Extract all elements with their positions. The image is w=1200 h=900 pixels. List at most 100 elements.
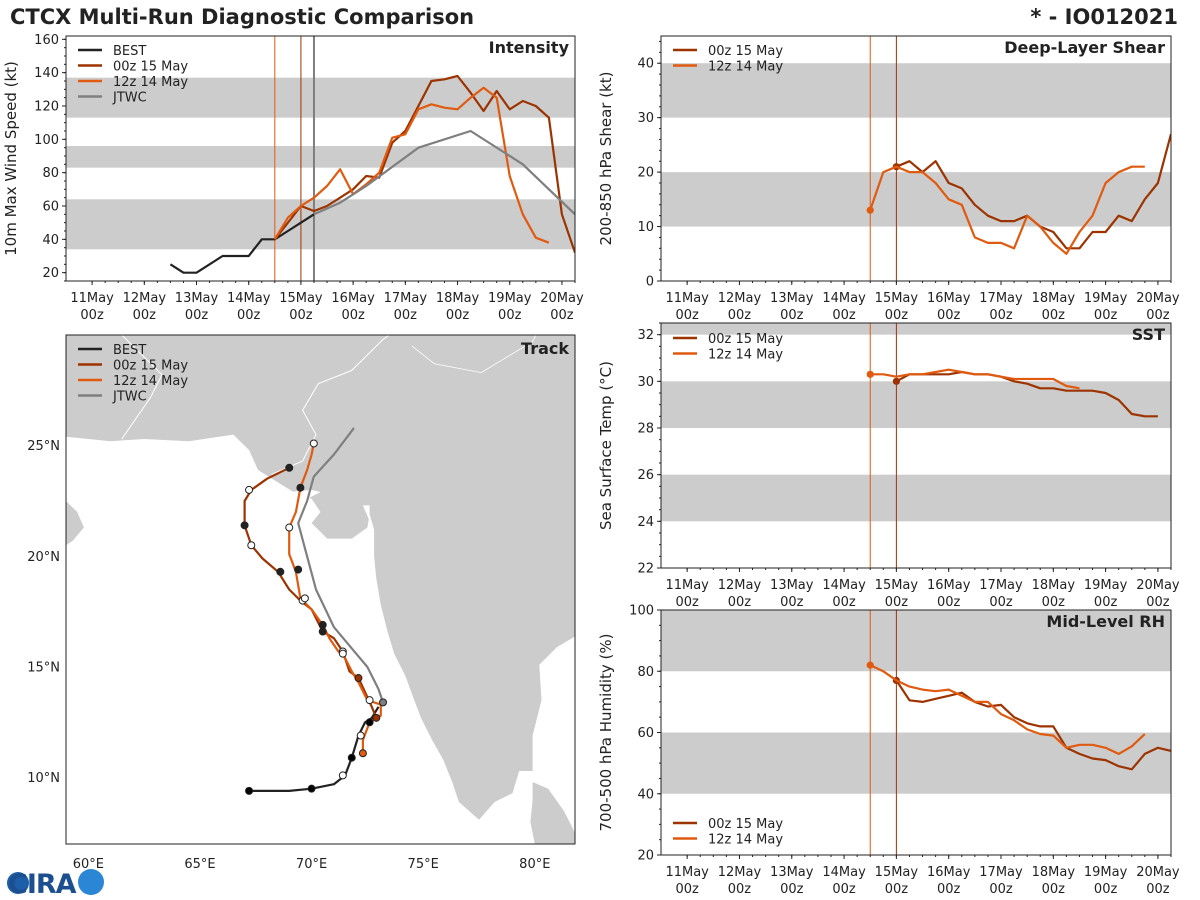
- sst-start-marker-12z-14-may: [866, 370, 874, 378]
- intensity-xtick-hour: 00z: [289, 308, 313, 323]
- intensity-xtick-day: 14May: [227, 291, 271, 306]
- sst-xtick-day: 16May: [927, 578, 971, 593]
- track-marker-12z-14-may: [300, 594, 309, 603]
- track-marker-00z-15-may: [245, 485, 254, 494]
- rh-ytick-label: 20: [637, 849, 654, 864]
- track-lon-label: 70°E: [296, 857, 327, 872]
- gulf-of-khambhat: [362, 505, 370, 521]
- shear-frame: [660, 35, 1172, 282]
- rh-xtick-hour: 00z: [675, 882, 699, 897]
- sst-ytick-label: 28: [637, 422, 654, 437]
- intensity-legend-label-12z-14-may: 12z 14 May: [113, 75, 188, 90]
- track-marker-12z-14-may: [365, 696, 374, 705]
- shear-xtick-day: 15May: [875, 291, 919, 306]
- sst-ytick-label: 32: [637, 328, 654, 343]
- intensity-xtick-day: 17May: [384, 291, 428, 306]
- sst-xtick-hour: 00z: [989, 595, 1013, 610]
- track-marker-00z-15-may: [318, 627, 327, 636]
- rh-ytick-label: 100: [629, 604, 654, 619]
- rh-xtick-hour: 00z: [1094, 882, 1118, 897]
- rh-xtick-hour: 00z: [937, 882, 961, 897]
- shear-xtick-hour: 00z: [1094, 308, 1118, 323]
- sst-legend-label-00z-15-may: 00z 15 May: [708, 332, 783, 347]
- intensity-frame: [65, 35, 576, 282]
- track-marker-00z-15-may: [372, 713, 381, 722]
- track-lat-label: 25°N: [27, 439, 60, 454]
- shear-xtick-hour: 00z: [728, 308, 752, 323]
- intensity-xtick-day: 15May: [279, 291, 323, 306]
- panel-track: 60°E 65°E 70°E 75°E 80°E 10°N 15°N 20°N 25°N Trac…: [27, 334, 576, 872]
- sst-legend-label-12z-14-may: 12z 14 May: [708, 348, 783, 363]
- intensity-ytick-label: 40: [42, 233, 59, 248]
- intensity-band: [66, 77, 575, 118]
- cira-logo: CIRA: [7, 869, 104, 900]
- shear-xtick-day: 11May: [665, 291, 709, 306]
- gulf-of-kutch: [287, 489, 321, 499]
- shear-xtick-day: 18May: [1032, 291, 1076, 306]
- shear-xtick-hour: 00z: [675, 308, 699, 323]
- intensity-ytick-label: 140: [34, 66, 59, 81]
- intensity-xtick-hour: 00z: [133, 308, 157, 323]
- shear-title: Deep-Layer Shear: [1004, 38, 1165, 57]
- sst-xtick-day: 13May: [770, 578, 814, 593]
- sst-xtick-hour: 00z: [1042, 595, 1066, 610]
- intensity-series-12z-14-may: [273, 86, 550, 244]
- panel-rh: 20 40 60 80 100 11May 00z 12May 00z 13May 00z 14May…: [597, 604, 1180, 898]
- track-series-best: [249, 706, 380, 793]
- sst-xtick-day: 12May: [718, 578, 762, 593]
- sst-ytick-label: 24: [637, 515, 654, 530]
- track-marker-12z-14-may: [294, 565, 303, 574]
- shear-ytick-label: 0: [646, 275, 654, 290]
- track-marker-00z-15-may: [276, 567, 285, 576]
- border-india-nepal: [411, 335, 537, 374]
- shear-band: [661, 63, 1171, 118]
- sst-ytick-label: 26: [637, 468, 654, 483]
- sst-ylabel: Sea Surface Temp (°C): [597, 361, 615, 530]
- intensity-band: [66, 146, 575, 168]
- logo-text: CIRA: [8, 869, 77, 900]
- intensity-ytick-label: 80: [42, 166, 59, 181]
- track-marker-best: [347, 753, 356, 762]
- sst-xtick-hour: 00z: [937, 595, 961, 610]
- track-legend-label-12z-14-may: 12z 14 May: [113, 374, 188, 389]
- intensity-xtick-day: 16May: [331, 291, 375, 306]
- shear-legend-label-00z-15-may: 00z 15 May: [708, 44, 783, 59]
- rh-band: [661, 610, 1171, 672]
- rh-xtick-day: 15May: [875, 865, 919, 880]
- sst-ytick-label: 30: [637, 375, 654, 390]
- shear-ytick-label: 30: [637, 111, 654, 126]
- sst-ytick-label: 22: [637, 562, 654, 577]
- rh-xtick-day: 17May: [979, 865, 1023, 880]
- intensity-ytick-label: 120: [34, 100, 59, 115]
- rh-title: Mid-Level RH: [1046, 612, 1165, 631]
- track-legend-label-00z-15-may: 00z 15 May: [113, 359, 188, 374]
- rh-xtick-hour: 00z: [1042, 882, 1066, 897]
- track-marker-00z-15-may: [240, 521, 249, 530]
- intensity-ytick-label: 160: [34, 33, 59, 48]
- panel-shear: 0 10 20 30 40 11May 00z 12May 00z 13May 00z 14May 00…: [597, 35, 1180, 323]
- landmass-south-asia: [66, 335, 575, 820]
- track-legend-label-jtwc: JTWC: [112, 390, 147, 405]
- sst-title: SST: [1132, 325, 1165, 344]
- track-marker-12z-14-may: [318, 620, 327, 629]
- border-india-pakistan: [271, 335, 391, 475]
- landmass-sri-lanka: [530, 782, 575, 844]
- shear-xtick-hour: 00z: [885, 308, 909, 323]
- rh-xtick-hour: 00z: [1146, 882, 1170, 897]
- track-lat-label: 10°N: [27, 771, 60, 786]
- sst-start-marker-00z-15-may: [892, 377, 900, 385]
- rh-xtick-hour: 00z: [832, 882, 856, 897]
- track-marker-00z-15-may: [354, 674, 363, 683]
- shear-legend-label-12z-14-may: 12z 14 May: [708, 60, 783, 75]
- shear-xtick-day: 19May: [1084, 291, 1128, 306]
- intensity-legend-label-jtwc: JTWC: [112, 91, 147, 106]
- shear-xtick-day: 14May: [822, 291, 866, 306]
- rh-start-marker-12z-14-may: [866, 661, 874, 669]
- sst-xtick-day: 11May: [665, 578, 709, 593]
- sst-series-00z-15-may: [895, 370, 1158, 418]
- shear-xtick-day: 17May: [979, 291, 1023, 306]
- rh-legend-label-00z-15-may: 00z 15 May: [708, 817, 783, 832]
- intensity-ytick-label: 20: [42, 266, 59, 281]
- intensity-ylabel: 10m Max Wind Speed (kt): [2, 61, 20, 256]
- intensity-xtick-hour: 00z: [498, 308, 522, 323]
